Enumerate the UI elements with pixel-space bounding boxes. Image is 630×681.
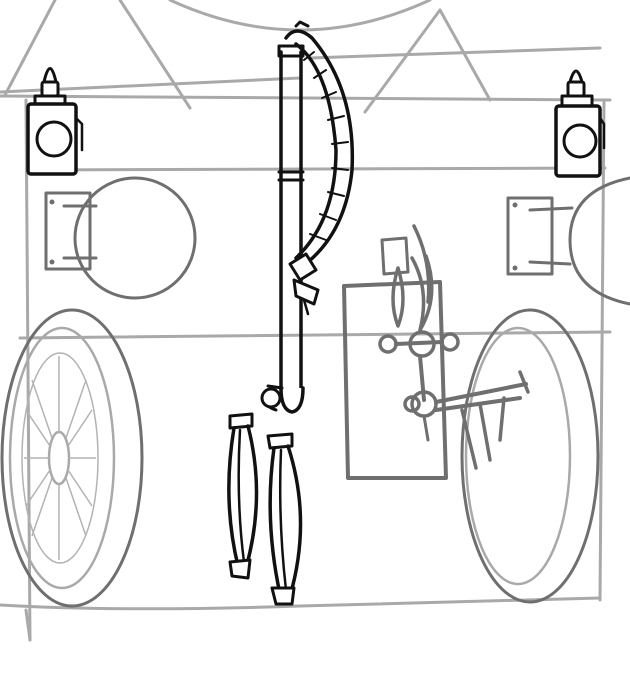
top-arc-guide — [168, 0, 432, 32]
right-grab-handle — [266, 432, 303, 606]
mid-lower-line — [18, 330, 612, 340]
left-wheel-spokes — [24, 356, 96, 560]
construction-guides — [0, 0, 612, 642]
left-buffer — [44, 176, 197, 300]
coupling-assembly — [342, 224, 530, 480]
left-wheel — [0, 308, 144, 608]
mid-upper-line — [26, 166, 607, 172]
brake-hose-assembly — [260, 20, 355, 414]
left-frame-line — [24, 98, 32, 642]
base-line — [0, 596, 602, 611]
standpipe — [279, 50, 303, 392]
coupling-plate — [342, 280, 448, 480]
upper-body-line — [0, 94, 612, 102]
right-truss-guide — [363, 8, 492, 114]
right-buffer — [506, 176, 630, 306]
hose-outer — [284, 29, 355, 264]
right-frame-line — [598, 98, 606, 602]
left-grab-handle — [227, 412, 259, 580]
left-truss-guide — [3, 0, 192, 110]
hose-inner — [294, 42, 338, 260]
right-wheel — [460, 308, 600, 604]
left-lamp — [26, 67, 84, 176]
frame-foot-guide — [24, 608, 32, 642]
right-lamp — [554, 69, 606, 178]
